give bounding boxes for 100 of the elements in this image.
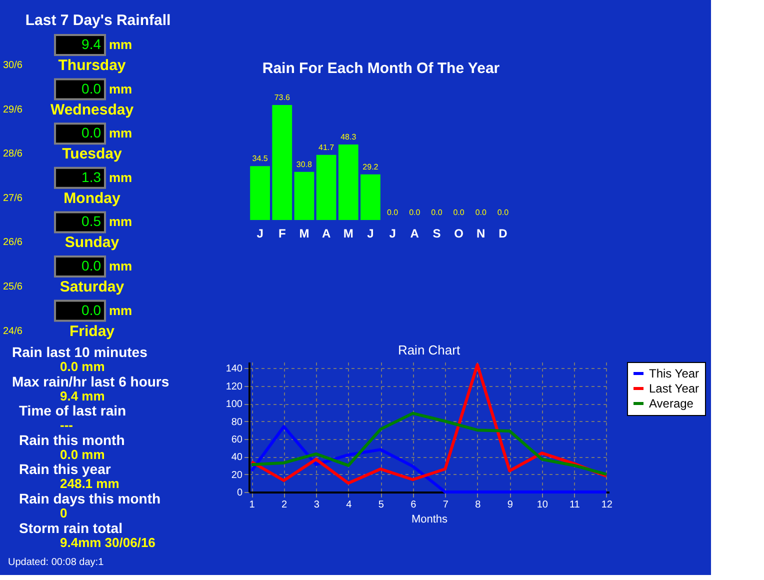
x-tick-label: M (343, 226, 354, 240)
legend-label: This Year (649, 366, 700, 380)
text: Wednesday (50, 101, 134, 118)
text: mm (109, 214, 132, 230)
x-tick-label: 9 (507, 500, 514, 510)
y-tick-label: 40 (231, 452, 243, 464)
x-tick-label: J (367, 226, 374, 240)
text: Tuesday (62, 146, 123, 163)
data-label: 0.0 (453, 208, 465, 217)
text: --- (60, 418, 73, 433)
text: 0.0 (82, 80, 102, 96)
text: Rain days this month (19, 490, 161, 506)
text: Sunday (64, 234, 120, 252)
text: 9.4mm 30/06/16 (60, 534, 156, 550)
x-tick-label: 10 (536, 500, 548, 510)
chart-title: Rain Chart (398, 342, 460, 358)
data-label: 73.6 (274, 93, 290, 102)
line-series (250, 412, 608, 476)
text: 0 (60, 506, 68, 520)
text: mm (109, 302, 132, 318)
x-tick-label: 7 (442, 500, 449, 510)
text: Monday (64, 190, 121, 207)
x-tick-label: N (476, 226, 486, 240)
x-tick-label: A (322, 226, 331, 240)
text: mm (109, 258, 132, 274)
data-label: 48.3 (340, 132, 357, 142)
text: mm (109, 170, 132, 185)
x-tick-label: 2 (282, 500, 288, 510)
text: 29/6 (3, 104, 23, 116)
x-tick-label: 11 (569, 500, 580, 510)
x-tick-label: 3 (314, 500, 320, 510)
legend-label: Average (649, 396, 694, 410)
x-tick-label: M (299, 226, 310, 240)
y-tick-label: 60 (231, 434, 243, 446)
text: 28/6 (3, 148, 23, 160)
data-label: 0.0 (475, 208, 487, 217)
text: Max rain/hr last 6 hours (12, 373, 170, 390)
y-tick-label: 100 (226, 399, 243, 410)
text: 0.5 (82, 213, 102, 230)
bar (316, 154, 336, 220)
data-label: 0.0 (497, 208, 510, 217)
text: 0.0 mm (60, 446, 105, 462)
bar (360, 174, 380, 220)
text: 24/6 (3, 326, 23, 337)
data-label: 29.2 (362, 162, 379, 172)
text: Time of last rain (19, 402, 126, 419)
text: Friday (69, 322, 116, 340)
text: 9.4 mm (60, 388, 105, 404)
text: mm (109, 81, 132, 96)
text: Updated: 00:08 day:1 (8, 557, 104, 568)
text: 248.1 mm (60, 476, 120, 492)
text: Saturday (60, 278, 125, 296)
data-label: 0.0 (386, 208, 399, 217)
legend-label: Last Year (649, 382, 700, 396)
x-tick-label: F (278, 226, 286, 240)
text: Last 7 Day's Rainfall (25, 12, 171, 29)
text: mm (109, 126, 132, 141)
y-tick-label: 20 (231, 470, 243, 481)
text: Storm rain total (19, 520, 122, 536)
data-label: 41.7 (318, 142, 335, 152)
text: 26/6 (3, 237, 23, 248)
data-label: 0.0 (431, 208, 443, 217)
data-label: 0.0 (409, 208, 421, 217)
text: Thursday (58, 57, 126, 74)
x-tick-label: 8 (475, 500, 482, 510)
y-tick-label: 140 (226, 364, 243, 375)
bar (272, 105, 292, 220)
y-tick-label: 80 (231, 416, 243, 428)
x-tick-label: 6 (410, 500, 417, 510)
x-tick-label: 4 (346, 500, 352, 510)
y-tick-label: 0 (236, 488, 243, 498)
text: 0.0 (82, 124, 102, 141)
chart-title: Rain For Each Month Of The Year (262, 60, 500, 77)
x-tick-label: S (432, 226, 441, 240)
text: Rain this year (19, 461, 112, 478)
bar (250, 166, 270, 220)
text: Rain this month (19, 432, 125, 448)
text: Rain last 10 minutes (12, 344, 148, 360)
bar (294, 172, 314, 220)
x-tick-label: 5 (378, 500, 384, 510)
text: 27/6 (3, 192, 23, 204)
x-axis-title: Months (411, 514, 448, 526)
data-label: 34.5 (252, 154, 268, 164)
text: 25/6 (3, 282, 23, 292)
bar (338, 144, 358, 220)
x-tick-label: 12 (601, 500, 613, 510)
y-tick-label: 120 (226, 381, 243, 392)
text: 0.0 (82, 302, 102, 318)
x-tick-label: A (410, 226, 420, 240)
x-tick-label: 1 (249, 500, 256, 510)
text: mm (109, 37, 132, 52)
text: 1.3 (82, 168, 102, 185)
text: 0.0 mm (60, 359, 105, 374)
line-series (250, 363, 608, 485)
data-label: 30.8 (296, 160, 313, 169)
x-tick-label: J (256, 226, 264, 240)
x-tick-label: D (498, 226, 508, 240)
text: 9.4 (82, 36, 102, 52)
text: 0.0 (82, 258, 102, 274)
text: 30/6 (3, 60, 23, 71)
